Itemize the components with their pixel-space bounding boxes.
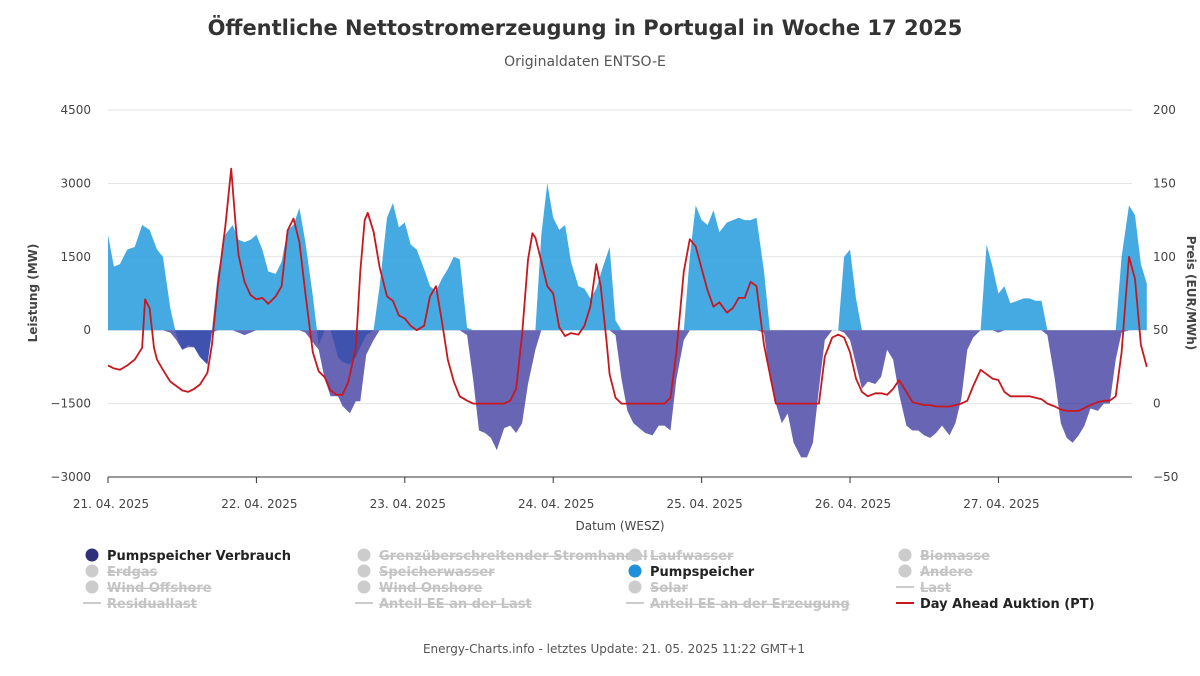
series-area-pumpspeicher-verbrauch[interactable] [108,330,1147,458]
legend-item-wind-offshore[interactable]: Wind Offshore [85,580,212,597]
series-line-day-ahead-auktion-pt[interactable] [107,167,1148,412]
y-tick-left-label: 0 [83,323,91,337]
y-tick-right-label: 200 [1153,103,1176,117]
legend-item-grenz-berschreitender-stromhandel[interactable]: Grenzüberschreitender Stromhandel [357,548,648,565]
legend-item-solar[interactable]: Solar [628,580,689,597]
legend-label: Speicherwasser [379,565,495,580]
legend-label: Wind Offshore [107,581,212,596]
legend-marker-dot [357,564,371,578]
legend-marker-dot [85,580,99,594]
legend-label: Residuallast [107,597,197,612]
legend-item-day-ahead-auktion-pt[interactable]: Day Ahead Auktion (PT) [896,597,1095,612]
legend-label: Wind Onshore [379,581,483,596]
x-axis-ticks: 21. 04. 2025 22. 04. 2025 23. 04. 2025 24. … [73,477,1040,511]
y-tick-left-label: −3000 [50,470,91,484]
legend-marker-dot [628,580,642,594]
legend-item-wind-onshore[interactable]: Wind Onshore [357,580,483,597]
legend-item-biomasse[interactable]: Biomasse [898,548,991,565]
legend-item-andere[interactable]: Andere [898,564,973,581]
legend-label: Anteil EE an der Erzeugung [650,597,850,612]
x-tick-label: 22. 04. 2025 [221,497,297,511]
legend-label: Erdgas [107,565,158,580]
x-tick-label: 24. 04. 2025 [518,497,594,511]
legend-label: Day Ahead Auktion (PT) [920,597,1095,612]
y-tick-right-label: 0 [1153,397,1161,411]
x-axis-title: Datum (WESZ) [575,519,664,533]
y-tick-left-label: 3000 [60,176,91,190]
legend-label: Laufwasser [650,549,734,564]
y-tick-right-label: 150 [1153,176,1176,190]
chart-title: Öffentliche Nettostromerzeugung in Portu… [208,15,963,40]
legend-label: Pumpspeicher [650,565,755,580]
series-layer[interactable] [107,167,1148,458]
legend-item-speicherwasser[interactable]: Speicherwasser [357,564,496,581]
y-axis-left-ticks: 4500 3000 1500 0 −1500 −3000 [50,103,91,484]
y-tick-right-label: 50 [1153,323,1168,337]
y-axis-right-ticks: 200 150 100 50 0 −50 [1153,103,1178,484]
legend-item-last[interactable]: Last [896,581,951,596]
legend-label: Andere [920,565,973,580]
legend-label: Pumpspeicher Verbrauch [107,549,291,564]
x-tick-label: 26. 04. 2025 [815,497,891,511]
y-tick-left-label: −1500 [50,397,91,411]
y-axis-left-title: Leistung (MW) [26,244,40,343]
legend-item-pumpspeicher-verbrauch[interactable]: Pumpspeicher Verbrauch [85,548,291,565]
legend-marker-dot [628,564,642,578]
legend-item-pumpspeicher[interactable]: Pumpspeicher [628,564,755,581]
y-tick-right-label: −50 [1153,470,1178,484]
y-tick-left-label: 1500 [60,250,91,264]
legend-marker-dot [85,564,99,578]
legend-item-anteil-ee-an-der-last[interactable]: Anteil EE an der Last [355,597,532,612]
legend-item-residuallast[interactable]: Residuallast [83,597,197,612]
x-tick-label: 27. 04. 2025 [963,497,1039,511]
footer-update: Energy-Charts.info - letztes Update: 21.… [423,642,805,656]
x-tick-label: 25. 04. 2025 [666,497,742,511]
x-tick-label: 21. 04. 2025 [73,497,149,511]
legend-item-anteil-ee-an-der-erzeugung[interactable]: Anteil EE an der Erzeugung [626,597,850,612]
y-tick-left-label: 4500 [60,103,91,117]
legend-marker-dot [898,564,912,578]
legend-label: Grenzüberschreitender Stromhandel [379,549,648,564]
legend-item-erdgas[interactable]: Erdgas [85,564,158,581]
legend-marker-dot [85,548,99,562]
legend-label: Anteil EE an der Last [379,597,532,612]
legend-marker-dot [898,548,912,562]
legend-label: Solar [650,581,689,596]
x-tick-label: 23. 04. 2025 [370,497,446,511]
legend-label: Last [920,581,951,596]
y-axis-right-title: Preis (EUR/MWh) [1184,236,1198,351]
legend-item-laufwasser[interactable]: Laufwasser [628,548,735,565]
legend-label: Biomasse [920,549,990,564]
legend-marker-dot [357,580,371,594]
legend-marker-dot [357,548,371,562]
legend-marker-dot [628,548,642,562]
chart-subtitle: Originaldaten ENTSO-E [504,54,666,70]
legend: Pumpspeicher Verbrauch Grenzüberschreiten… [83,548,1095,612]
y-tick-right-label: 100 [1153,250,1176,264]
